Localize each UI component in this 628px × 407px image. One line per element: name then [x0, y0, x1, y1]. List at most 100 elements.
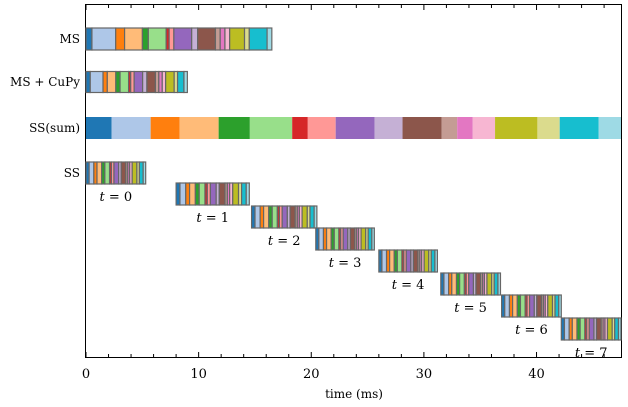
bar-segment: [423, 249, 430, 273]
bar-segment: [301, 205, 308, 229]
step-label: t = 7: [575, 346, 608, 361]
bar-segment: [232, 182, 240, 206]
bar-segment: [405, 249, 412, 273]
bar-segment: [119, 70, 130, 94]
step-label: t = 6: [515, 323, 548, 338]
bar-segment: [115, 70, 121, 94]
bar-segment: [457, 117, 473, 139]
bar-segment: [142, 161, 147, 185]
bar-segment: [571, 317, 578, 341]
bar-segment: [563, 317, 570, 341]
x-tick-label: 0: [82, 367, 90, 382]
bar-segment: [86, 117, 112, 139]
bar-segment: [147, 27, 167, 51]
bar-segment: [309, 205, 315, 229]
bars-layer: [85, 27, 622, 341]
bar-segment: [360, 227, 367, 251]
bar-segment: [146, 70, 157, 94]
x-tick-label: 10: [190, 367, 207, 382]
bar-segment: [188, 182, 196, 206]
bar-segment: [313, 205, 318, 229]
bar-segment: [381, 249, 388, 273]
bar-segment: [349, 227, 356, 251]
bar-segment: [168, 27, 175, 51]
bar-segment: [281, 205, 288, 229]
bar-segment: [219, 27, 226, 51]
bar-segment: [475, 272, 482, 296]
bar-segment: [459, 272, 465, 296]
bar-segment: [173, 27, 193, 51]
bar-segment: [374, 117, 403, 139]
bar-segment: [495, 117, 538, 139]
step-label: t = 5: [454, 301, 487, 316]
row-label: MS: [59, 32, 80, 46]
bar-segment: [165, 70, 175, 94]
row-label: SS(sum): [29, 121, 80, 135]
x-tick-label: 40: [528, 367, 545, 382]
bar-segment: [389, 249, 395, 273]
bar-segment: [325, 227, 332, 251]
bar-segment: [179, 117, 219, 139]
bar-segment: [131, 161, 138, 185]
bar-segment: [209, 182, 217, 206]
bar-segment: [88, 161, 95, 185]
bar-segment: [241, 182, 247, 206]
bar-segment: [85, 70, 91, 94]
x-tick-label: 20: [303, 367, 320, 382]
bar-segment: [537, 117, 560, 139]
bar-segment: [198, 182, 206, 206]
bar-segment: [371, 227, 375, 251]
bar-segment: [91, 27, 117, 51]
bar-segment: [606, 317, 613, 341]
bar-segment: [142, 70, 148, 94]
bar-segment: [266, 27, 273, 51]
bar-segment: [263, 205, 270, 229]
step-label: t = 2: [268, 234, 301, 249]
bar-segment: [96, 161, 103, 185]
bar-segment: [441, 117, 458, 139]
step-label: t = 1: [196, 211, 229, 226]
bar-segment: [218, 117, 250, 139]
ticks-layer: [85, 5, 605, 357]
bar-segment: [150, 117, 180, 139]
bar-segment: [176, 70, 185, 94]
bar-segment: [307, 117, 336, 139]
bar-segment: [547, 294, 554, 318]
bar-segment: [218, 182, 226, 206]
bar-segment: [451, 272, 458, 296]
bar-segment: [443, 272, 450, 296]
bar-segment: [106, 70, 117, 94]
bar-segment: [292, 117, 308, 139]
labels-layer: MS MS + CuPy SS(sum) SS t = 0 t = 1 t = 2 t = 3…: [10, 32, 608, 382]
row-label: SS: [64, 166, 80, 180]
step-label: t = 4: [392, 278, 425, 293]
bar-segment: [123, 27, 143, 51]
bar-segment: [497, 272, 502, 296]
bar-segment: [141, 27, 149, 51]
bar-segment: [468, 272, 475, 296]
bar-segment: [245, 182, 250, 206]
bar-segment: [120, 161, 127, 185]
bar-segment: [179, 182, 187, 206]
step-label: t = 3: [329, 256, 362, 271]
bar-segment: [214, 27, 221, 51]
x-tick-label: 30: [416, 367, 433, 382]
step-label: t = 0: [99, 190, 132, 205]
bar-segment: [113, 161, 120, 185]
bar-segment: [102, 70, 108, 94]
bar-segment: [434, 249, 439, 273]
bar-segment: [183, 70, 188, 94]
bar-segment: [536, 294, 543, 318]
bar-segment: [519, 294, 526, 318]
bar-segment: [588, 317, 595, 341]
bar-segment: [111, 117, 151, 139]
bar-segment: [335, 117, 375, 139]
bar-segment: [595, 317, 602, 341]
bar-segment: [85, 27, 93, 51]
x-axis-label: time (ms): [325, 387, 383, 401]
bar-segment: [271, 205, 278, 229]
bar-segment: [133, 70, 144, 94]
bar-segment: [89, 70, 104, 94]
bar-segment: [254, 205, 261, 229]
